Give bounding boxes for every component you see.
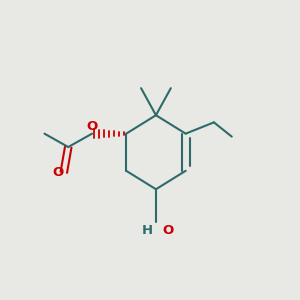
Text: O: O bbox=[52, 166, 64, 179]
Text: H: H bbox=[142, 224, 153, 237]
Text: O: O bbox=[162, 224, 173, 237]
Text: O: O bbox=[86, 120, 98, 133]
